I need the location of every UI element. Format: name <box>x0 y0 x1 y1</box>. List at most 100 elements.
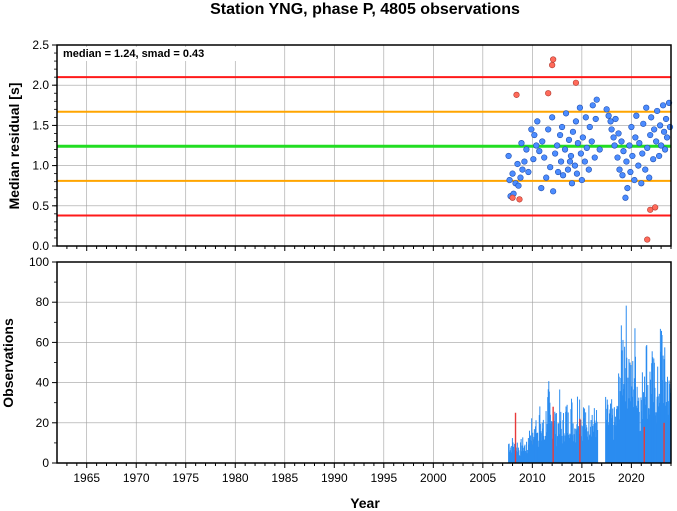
data-point <box>559 172 567 179</box>
data-point <box>608 126 615 133</box>
y-tick-label: 2.0 <box>32 78 49 92</box>
data-point <box>530 156 537 163</box>
data-point <box>564 166 572 173</box>
data-point <box>517 174 524 181</box>
y-tick-label: 20 <box>36 416 50 430</box>
outlier-point <box>644 236 651 243</box>
data-point <box>647 131 654 139</box>
data-point <box>603 106 610 113</box>
data-point <box>586 123 593 131</box>
data-point <box>558 123 566 131</box>
data-point <box>623 158 630 165</box>
data-point <box>552 150 559 157</box>
bottom-panel: 0 20 40 60 80 100 1965 1970 1975 1980 1985 1990 199… <box>0 246 672 511</box>
data-point <box>614 154 621 161</box>
data-point <box>628 123 635 131</box>
data-point <box>651 126 658 133</box>
data-point <box>515 182 522 189</box>
data-point <box>557 158 565 165</box>
data-point <box>629 152 636 160</box>
data-point <box>611 142 618 149</box>
data-point <box>550 188 557 195</box>
x-tick-label: 1980 <box>222 471 249 485</box>
chart-title: Station YNG, phase P, 4805 observations <box>210 1 520 18</box>
data-point <box>589 102 596 109</box>
data-point <box>642 166 649 173</box>
data-point <box>571 162 579 169</box>
data-point <box>555 168 562 176</box>
data-point <box>660 128 668 135</box>
data-point <box>650 156 657 163</box>
y-tick-label: 80 <box>36 295 50 309</box>
x-tick-label: 1990 <box>321 471 348 485</box>
data-point <box>666 123 674 131</box>
data-point <box>581 158 588 165</box>
data-point <box>565 136 573 143</box>
data-point <box>622 194 629 201</box>
data-point <box>633 112 640 119</box>
x-tick-label: 1975 <box>172 471 199 485</box>
y-tick-label: 2.5 <box>32 38 49 52</box>
data-point <box>615 130 622 137</box>
data-point <box>562 110 570 117</box>
data-point <box>576 104 583 111</box>
data-point <box>521 158 528 165</box>
data-point <box>612 115 619 123</box>
data-point <box>514 160 521 168</box>
data-point <box>577 150 584 157</box>
data-point <box>635 162 642 169</box>
outlier-point <box>549 61 556 69</box>
outlier-point <box>647 206 654 213</box>
data-point <box>561 146 569 153</box>
outlier-point <box>545 90 552 97</box>
data-point <box>574 139 582 147</box>
data-point <box>525 168 532 176</box>
x-tick-label: 2000 <box>420 471 447 485</box>
data-point <box>509 170 516 177</box>
x-tick-label: 2020 <box>618 471 645 485</box>
data-point <box>588 138 595 145</box>
top-y-ticks: 0.0 0.5 1.0 1.5 2.0 2.5 <box>32 38 57 253</box>
reference-lines <box>57 76 671 217</box>
data-point <box>632 134 639 141</box>
data-point <box>534 118 541 125</box>
data-point <box>582 114 589 121</box>
data-point <box>638 180 645 187</box>
y-tick-label: 0.5 <box>32 199 49 213</box>
data-point <box>631 176 638 184</box>
data-point <box>662 115 670 123</box>
data-point <box>566 158 574 165</box>
data-point <box>579 134 586 141</box>
data-point <box>506 176 513 184</box>
outlier-point <box>652 204 659 211</box>
outlier-point <box>509 194 516 201</box>
data-point <box>663 134 671 141</box>
x-tick-label: 1970 <box>123 471 150 485</box>
data-point <box>543 174 550 181</box>
data-point <box>640 120 647 127</box>
data-point <box>646 174 653 181</box>
outlier-point <box>513 91 520 98</box>
data-point <box>593 96 600 103</box>
data-point <box>578 176 585 184</box>
x-tick-label: 2005 <box>469 471 496 485</box>
data-point <box>619 172 626 179</box>
outlier-point <box>572 79 580 86</box>
data-point <box>620 148 627 155</box>
data-point <box>618 138 625 145</box>
data-point <box>541 154 548 161</box>
data-point <box>505 152 512 160</box>
data-point <box>627 168 634 176</box>
data-point <box>657 142 665 149</box>
data-point <box>554 142 561 149</box>
scatter-points <box>505 56 674 243</box>
y-tick-label: 60 <box>36 335 50 349</box>
data-point <box>626 142 633 149</box>
data-point <box>654 107 661 115</box>
data-point <box>556 131 564 139</box>
data-point <box>531 131 538 139</box>
data-point <box>653 138 660 145</box>
x-axis-label: Year <box>350 495 380 511</box>
x-ticks: 1965 1970 1975 1980 1985 1990 1995 2000 2005 2010… <box>66 246 672 485</box>
data-point <box>568 180 576 187</box>
